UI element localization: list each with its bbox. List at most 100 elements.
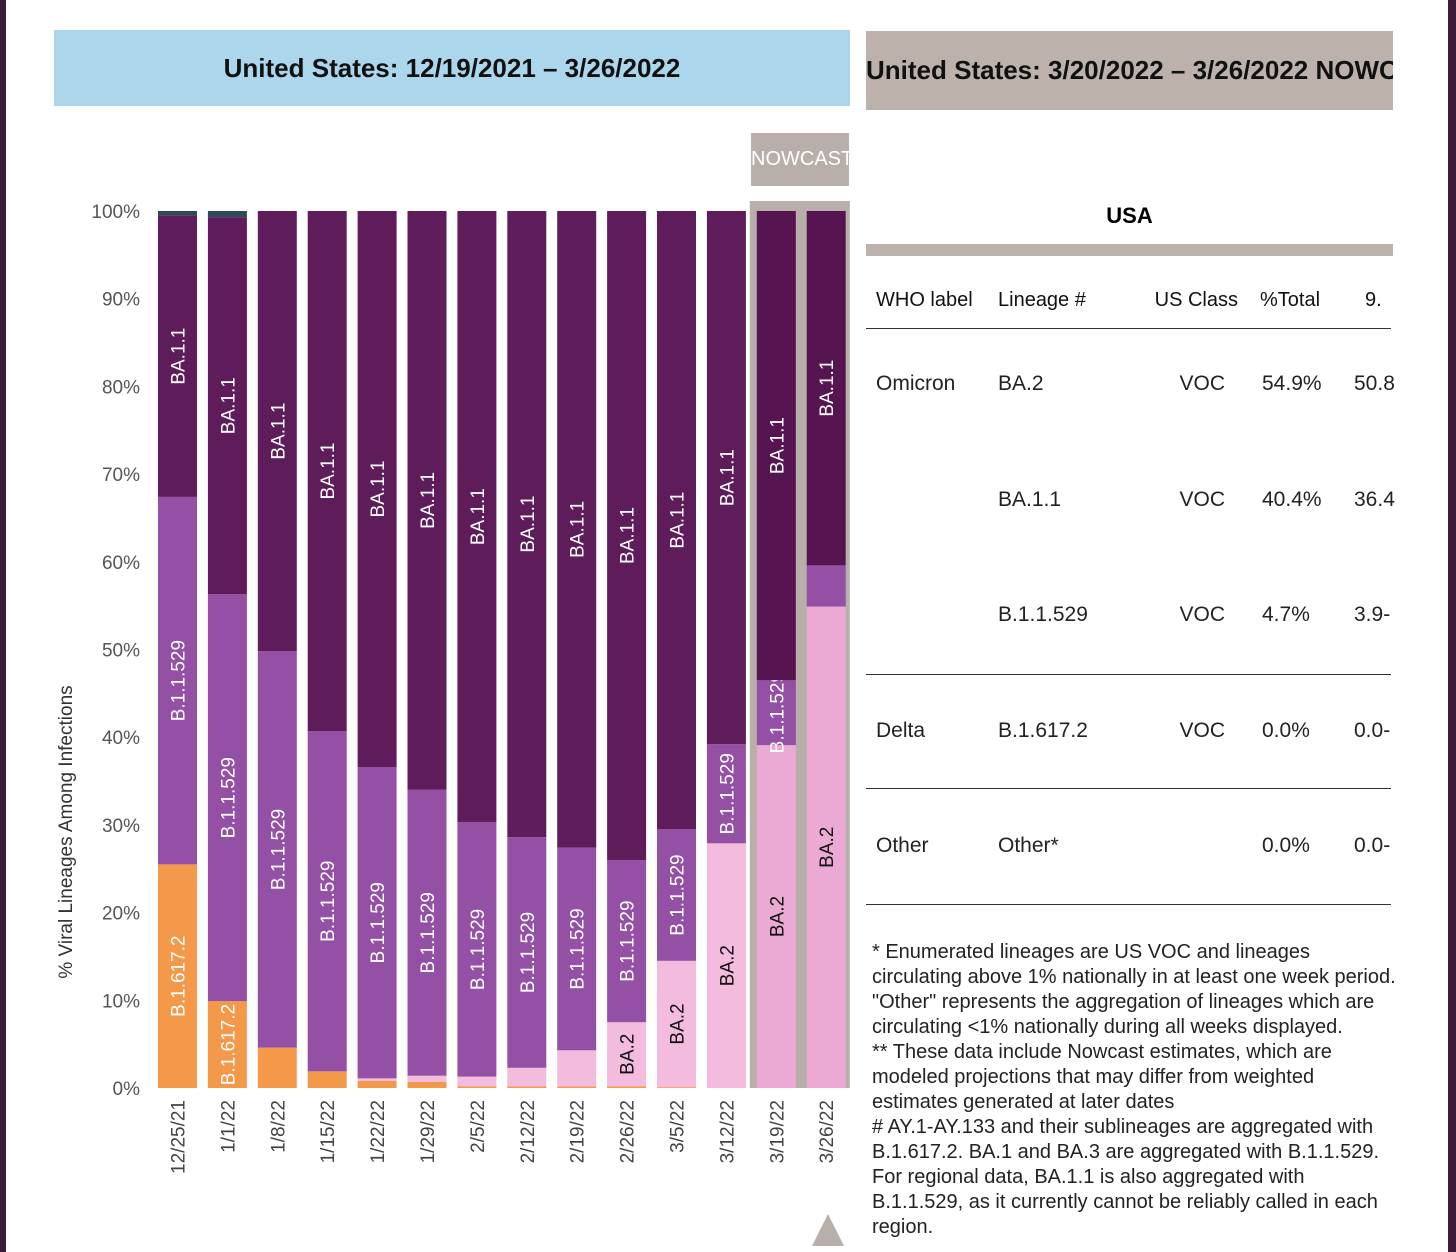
bar-segment-b-1-1-529[interactable] — [657, 829, 696, 961]
bar-segment-ba-2[interactable] — [756, 745, 796, 1088]
bar-segment-b-1-1-529[interactable] — [706, 744, 746, 844]
bar-segment-other[interactable] — [158, 211, 197, 216]
segment-label: BA.2 — [668, 1003, 689, 1044]
bar-segment-b-1-1-529[interactable] — [307, 731, 347, 1072]
bar-segment-ba-1-1[interactable] — [457, 211, 497, 823]
bar-segment-ba-2[interactable] — [407, 1075, 447, 1082]
segment-label: B.1.1.529 — [717, 753, 738, 834]
bar-segment-b-1-617-2[interactable] — [507, 1086, 547, 1088]
table-cell: B.1.1.529 — [998, 603, 1088, 626]
table-cell: 0.0- — [1354, 834, 1391, 857]
table-divider — [866, 328, 1391, 329]
table-cell: VOC — [1179, 372, 1225, 395]
bar-segment-ba-2[interactable] — [357, 1078, 397, 1081]
segment-label: B.1.1.529 — [169, 640, 190, 721]
segment-label: B.1.1.529 — [518, 912, 539, 993]
bar-segment-ba-2[interactable] — [607, 1022, 647, 1087]
footnote-double-asterisk: ** These data include Nowcast estimates,… — [872, 1041, 1332, 1113]
segment-label: B.1.1.529 — [268, 809, 289, 890]
bar-segment-b-1-617-2[interactable] — [407, 1081, 447, 1088]
table-cell: 0.0- — [1354, 719, 1391, 742]
bar-segment-ba-2[interactable] — [507, 1067, 547, 1087]
segment-label: BA.1.1 — [468, 488, 489, 545]
x-tick-label: 3/12/22 — [717, 1100, 738, 1163]
bar-segment-ba-1-1[interactable] — [207, 217, 247, 595]
bar-segment-ba-2[interactable] — [657, 960, 696, 1088]
table-cell: BA.1.1 — [998, 488, 1062, 511]
footnote-hash: # AY.1-AY.133 and their sublineages are … — [872, 1116, 1380, 1238]
table-cell: Other* — [998, 834, 1059, 857]
table-divider — [866, 788, 1391, 789]
segment-label: BA.1.1 — [268, 403, 289, 460]
bar-segment-ba-1-1[interactable] — [507, 211, 547, 838]
segment-label: BA.1.1 — [767, 417, 788, 474]
y-axis-title: % Viral Lineages Among Infections — [56, 685, 77, 978]
bar-segment-ba-2[interactable] — [457, 1076, 497, 1087]
table-cell: BA.2 — [998, 372, 1044, 395]
segment-label: B.1.1.529 — [767, 672, 788, 753]
segment-label: B.1.617.2 — [169, 936, 190, 1017]
bar-segment-ba-1-1[interactable] — [557, 211, 597, 848]
footnotes: * Enumerated lineages are US VOC and lin… — [872, 940, 1397, 1240]
table-header-cell: %Total — [1260, 289, 1321, 311]
bar-segment-ba-1-1[interactable] — [706, 211, 746, 745]
bar-segment-b-1-617-2[interactable] — [457, 1086, 497, 1088]
bar-segment-ba-2[interactable] — [557, 1050, 597, 1087]
bar-segment-b-1-1-529[interactable] — [158, 496, 197, 865]
y-tick-label: 30% — [102, 816, 140, 837]
bar-segment-b-1-1-529[interactable] — [507, 837, 547, 1068]
bar-segment-b-1-617-2[interactable] — [657, 1087, 696, 1088]
bar-segment-b-1-1-529[interactable] — [557, 847, 597, 1051]
y-tick-label: 100% — [91, 202, 140, 223]
x-tick-label: 2/26/22 — [618, 1100, 639, 1163]
scroll-up-triangle-icon[interactable] — [812, 1214, 844, 1246]
table-cell: VOC — [1179, 488, 1225, 511]
segment-label: B.1.617.2 — [218, 1004, 239, 1085]
bar-segment-b-1-617-2[interactable] — [257, 1047, 297, 1088]
bar-segment-ba-2[interactable] — [806, 606, 846, 1088]
segment-label: B.1.1.529 — [418, 892, 439, 973]
bar-segment-b-1-617-2[interactable] — [158, 864, 197, 1088]
bar-segment-b-1-1-529[interactable] — [257, 651, 297, 1048]
bar-segment-b-1-617-2[interactable] — [607, 1086, 647, 1088]
bar-segment-ba-1-1[interactable] — [407, 211, 447, 790]
bar-segment-b-1-1-529[interactable] — [407, 789, 447, 1076]
x-tick-label: 1/8/22 — [268, 1100, 289, 1153]
bar-segment-ba-1-1[interactable] — [607, 211, 647, 860]
segment-label: B.1.1.529 — [368, 882, 389, 963]
table-cell: 36.4 — [1354, 488, 1395, 511]
x-tick-label: 2/5/22 — [468, 1100, 489, 1153]
y-tick-label: 20% — [102, 904, 140, 925]
bar-segment-b-1-1-529[interactable] — [207, 594, 247, 1002]
table-cell: Other — [876, 834, 929, 857]
table-cell: VOC — [1179, 719, 1225, 742]
bar-segment-b-1-617-2[interactable] — [307, 1071, 347, 1088]
x-tick-label: 2/19/22 — [568, 1100, 589, 1163]
table-cell: Delta — [876, 719, 926, 742]
bar-segment-b-1-1-529[interactable] — [357, 767, 397, 1079]
bar-segment-b-1-1-529[interactable] — [607, 859, 647, 1023]
segment-label: BA.1.1 — [717, 449, 738, 506]
page: United States: 12/19/2021 – 3/26/2022 Un… — [6, 0, 1448, 1252]
segment-label: BA.1.1 — [218, 377, 239, 434]
x-tick-label: 1/22/22 — [368, 1100, 389, 1163]
bar-segment-other[interactable] — [207, 211, 247, 218]
bar-segment-ba-1-1[interactable] — [657, 211, 696, 830]
x-tick-label: 2/12/22 — [518, 1100, 539, 1163]
nowcast-label: NOWCAST — [751, 133, 849, 186]
bar-segment-ba-1-1[interactable] — [158, 215, 197, 497]
bar-segment-b-1-617-2[interactable] — [207, 1001, 247, 1088]
bar-segment-ba-1-1[interactable] — [257, 211, 297, 652]
x-tick-label: 1/29/22 — [418, 1100, 439, 1163]
bar-segment-ba-1-1[interactable] — [806, 211, 846, 566]
bar-segment-b-1-1-529[interactable] — [756, 680, 796, 746]
bar-segment-ba-1-1[interactable] — [357, 211, 397, 768]
table-header-cell: US Class — [1154, 289, 1238, 311]
bar-segment-ba-2[interactable] — [706, 843, 746, 1088]
bar-segment-b-1-617-2[interactable] — [357, 1080, 397, 1088]
bar-segment-b-1-617-2[interactable] — [557, 1086, 597, 1088]
bar-segment-b-1-1-529[interactable] — [806, 565, 846, 607]
bar-segment-b-1-1-529[interactable] — [457, 822, 497, 1077]
bar-segment-ba-1-1[interactable] — [307, 211, 347, 732]
bar-segment-ba-1-1[interactable] — [756, 211, 796, 681]
